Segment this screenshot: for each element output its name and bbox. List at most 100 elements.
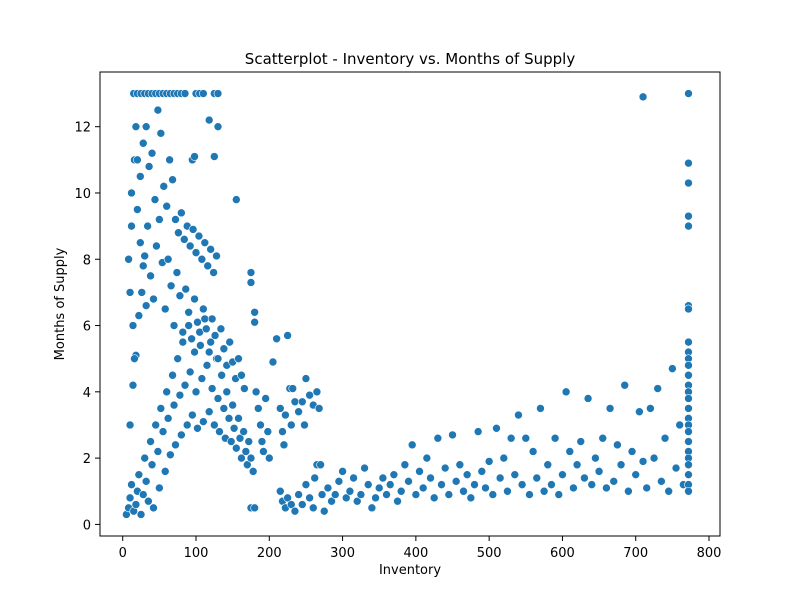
scatter-point [583,394,593,403]
scatter-point [279,440,289,450]
scatter-point [684,427,693,436]
scatter-point [422,453,432,463]
scatter-point [389,470,399,479]
scatter-point [190,347,199,357]
scatter-point [225,337,235,347]
scatter-point [616,460,626,470]
scatter-point [149,503,158,513]
scatter-point [246,278,256,287]
scatter-point [286,420,296,430]
scatter-point [191,387,201,397]
scatter-point [175,390,185,400]
scatter-point [396,486,406,496]
scatter-point [591,453,600,463]
scatter-point [237,453,246,463]
scatter-point [163,254,173,264]
scatter-point [294,407,303,417]
scatter-point [246,268,256,277]
scatter-point [684,211,693,221]
scatter-point [418,483,428,493]
scatter-point [159,182,169,191]
scatter-point [470,480,479,489]
scatter-point [177,208,186,218]
scatter-point [217,370,226,380]
scatter-point [206,245,215,254]
scatter-point [168,175,177,185]
scatter-point [136,172,145,181]
scatter-point [138,490,148,499]
scatter-point [181,284,191,294]
scatter-point [300,420,309,430]
scatter-point [188,410,197,420]
scatter-point [312,387,322,397]
scatter-point [171,215,180,224]
scatter-point [602,483,611,493]
scatter-point [684,460,693,470]
scatter-point [594,467,604,476]
scatter-point [415,467,424,476]
scatter-point [492,423,501,433]
scatter-point [200,238,210,247]
x-axis-label: Inventory [379,563,441,578]
scatter-point [462,470,472,479]
scatter-point [199,304,208,314]
scatter-point [684,486,693,496]
scatter-point [310,473,320,483]
scatter-point [175,291,185,301]
scatter-point [128,380,138,390]
scatter-point [251,387,261,397]
y-tick-label: 6 [83,320,91,335]
x-tick-label: 600 [550,546,575,561]
scatter-point [147,148,157,158]
y-tick-label: 12 [74,121,91,136]
scatter-point [305,390,314,400]
scatter-point [514,410,523,420]
scatter-point [235,433,245,443]
y-tick-label: 10 [74,187,91,202]
scatter-point [246,453,256,463]
scatter-point [127,480,136,489]
scatter-point [229,423,239,433]
scatter-point [222,387,232,397]
scatter-point [477,467,487,476]
scatter-point [184,321,193,330]
ticks-layer: 0 100 200 300 400 500 600 700 800 0 2 4 6 8 10 12 [74,121,721,561]
scatter-point [642,483,652,493]
scatter-point [565,447,575,456]
scatter-point [576,437,586,446]
scatter-point [684,221,693,231]
scatter-point [547,480,556,489]
scatter-point [349,473,358,483]
scatter-point [156,129,166,138]
scatter-point [290,506,300,516]
scatter-point [297,500,307,509]
scatter-point [228,400,237,410]
scatter-point [134,470,144,479]
scatter-point [263,427,273,436]
scatter-point [147,460,157,470]
scatter-point [250,503,259,513]
scatter-point [136,238,145,247]
scatter-point [455,460,465,470]
scatter-point [128,321,138,330]
scatter-point [244,437,254,446]
scatter-point [649,453,659,463]
scatter-point [684,370,693,380]
scatter-point [209,268,218,277]
scatter-point [393,496,402,506]
scatter-point [305,493,314,503]
scatter-point [554,490,564,499]
scatter-point [163,414,173,423]
scatter-point [149,294,158,304]
scatter-point [503,486,512,496]
scatter-point [138,138,148,148]
scatter-point [204,115,214,125]
scatter-point [426,473,435,483]
scatter-point [151,420,160,430]
scatter-point [684,304,693,314]
scatter-point [212,251,221,261]
scatter-point [653,384,663,393]
scatter-point [173,354,182,363]
scatter-point [646,404,655,413]
scatter-point [171,440,180,450]
